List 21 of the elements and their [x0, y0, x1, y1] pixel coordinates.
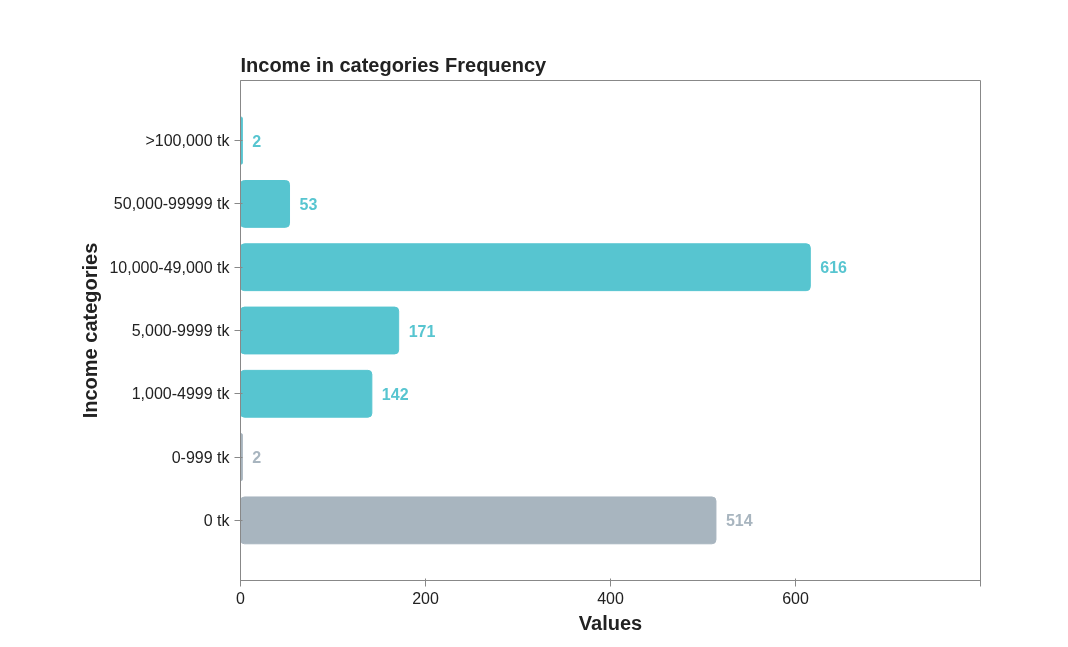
- chart-title: Income in categories Frequency: [240, 53, 548, 76]
- data-label: 53: [299, 195, 318, 213]
- data-label: 2: [252, 449, 262, 467]
- data-label: 616: [820, 259, 848, 277]
- data-label: 514: [725, 512, 753, 530]
- y-tick-label: 50,000-99999 tk: [113, 195, 231, 213]
- data-label: 2: [252, 132, 262, 150]
- x-tick-label: 600: [782, 589, 809, 607]
- data-label: 142: [381, 385, 409, 403]
- y-tick-label: 5,000-9999 tk: [131, 322, 231, 339]
- data-label: 171: [408, 322, 436, 340]
- y-tick-label: 1,000-4999 tk: [131, 385, 231, 403]
- y-tick-label: >100,000 tk: [145, 132, 231, 150]
- y-tick-label: 0 tk: [203, 511, 231, 529]
- y-axis-title: Income categories: [79, 242, 102, 419]
- y-tick-label: 10,000-49,000 tk: [109, 258, 231, 276]
- x-tick-label: 0: [236, 589, 246, 607]
- x-tick-label: 200: [412, 589, 439, 607]
- y-tick-label: 0-999 tk: [171, 448, 231, 466]
- x-tick-label: 400: [597, 589, 624, 607]
- x-axis-title: Values: [578, 611, 643, 634]
